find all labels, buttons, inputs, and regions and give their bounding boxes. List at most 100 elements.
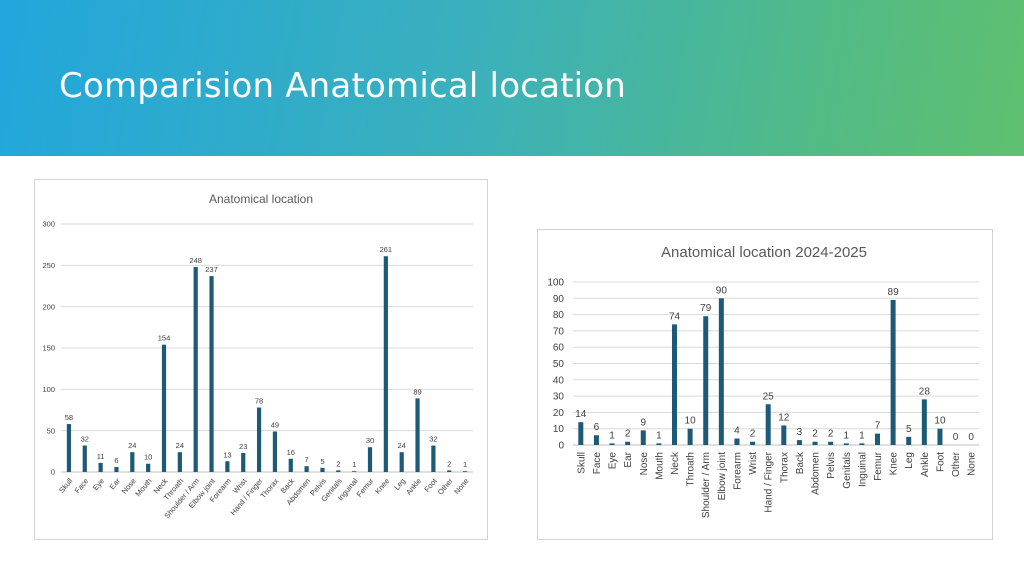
- bar: [765, 404, 771, 445]
- data-label: 2: [812, 429, 818, 440]
- bar: [367, 447, 373, 472]
- category-label: Hand / Finger: [764, 451, 775, 512]
- category-label: Abdomen: [811, 452, 822, 495]
- chart-title: Anatomical location: [209, 192, 313, 206]
- bar: [336, 470, 341, 472]
- data-label: 14: [575, 409, 587, 420]
- data-label: 154: [158, 334, 171, 343]
- y-tick-label: 50: [553, 359, 565, 370]
- bar: [859, 443, 865, 445]
- data-label: 10: [685, 416, 697, 427]
- category-label: Mouth: [133, 477, 153, 499]
- data-label: 2: [336, 459, 340, 468]
- y-tick-label: 20: [553, 408, 565, 419]
- bar: [890, 299, 896, 445]
- category-label: Skull: [57, 476, 75, 494]
- data-label: 24: [176, 441, 184, 450]
- bar: [843, 443, 849, 445]
- category-label: None: [967, 452, 978, 476]
- category-label: Back: [795, 451, 806, 474]
- bar: [703, 316, 709, 445]
- category-label: Knee: [889, 452, 900, 476]
- data-label: 9: [640, 417, 646, 428]
- y-tick-label: 90: [553, 294, 565, 305]
- data-label: 10: [144, 453, 152, 462]
- category-label: Inguinal: [857, 452, 868, 487]
- chart-anatomical-location-2024-2025: Anatomical location 2024-2025 0 10 20 30 40 50…: [537, 229, 993, 540]
- bar: [383, 256, 388, 472]
- chart-anatomical-location: Anatomical location 0 50 100 150 200 250 300 58 S…: [34, 179, 488, 540]
- bar: [921, 399, 927, 445]
- y-tick-label: 200: [42, 302, 55, 311]
- chart-title: Anatomical location 2024-2025: [661, 244, 867, 261]
- bar: [796, 440, 802, 445]
- category-label: Wrist: [748, 452, 759, 475]
- data-label: 25: [763, 391, 775, 402]
- bar: [718, 298, 724, 445]
- data-label: 49: [271, 420, 279, 429]
- category-label: Nose: [639, 452, 650, 476]
- category-label: Ankle: [404, 477, 423, 497]
- y-tick-label: 30: [553, 392, 565, 403]
- y-tick-label: 300: [42, 220, 55, 229]
- y-tick-label: 70: [553, 326, 565, 337]
- data-label: 7: [875, 421, 881, 432]
- bar: [875, 433, 880, 445]
- category-label: Neck: [670, 451, 681, 475]
- data-label: 0: [953, 432, 959, 443]
- data-label: 78: [255, 397, 263, 406]
- category-label: Throath: [686, 452, 697, 486]
- data-label: 6: [594, 422, 600, 433]
- category-label: Shoulder / Arm: [701, 452, 712, 518]
- data-label: 30: [366, 436, 374, 445]
- data-label: 6: [114, 456, 118, 465]
- bar: [82, 445, 87, 472]
- category-label: Femur: [355, 476, 376, 499]
- category-label: Foot: [935, 452, 946, 472]
- category-label: Mouth: [654, 452, 665, 480]
- bar: [352, 471, 357, 472]
- data-label: 16: [287, 448, 295, 457]
- category-label: Skull: [576, 452, 587, 474]
- data-label: 1: [843, 430, 849, 441]
- bar: [750, 441, 756, 445]
- bar: [225, 461, 230, 472]
- bar: [431, 445, 436, 472]
- bar: [625, 441, 631, 445]
- data-label: 2: [447, 459, 451, 468]
- y-tick-label: 40: [553, 375, 565, 386]
- category-label: Forearm: [732, 452, 743, 490]
- y-tick-label: 0: [51, 468, 55, 477]
- data-label: 3: [797, 427, 803, 438]
- data-label: 1: [656, 430, 662, 441]
- bar: [812, 441, 818, 445]
- data-label: 24: [128, 441, 136, 450]
- data-label: 32: [81, 435, 89, 444]
- bar: [98, 462, 103, 472]
- category-label: Elbow joint: [717, 452, 728, 501]
- bar: [593, 435, 599, 445]
- category-label: Other: [951, 451, 962, 477]
- bar: [828, 441, 834, 445]
- bar: [937, 428, 943, 445]
- data-label: 74: [669, 311, 681, 322]
- bar: [209, 276, 214, 472]
- bar: [256, 407, 262, 472]
- bar: [781, 425, 787, 445]
- chart-svg-anatomical-location-2024-2025: Anatomical location 2024-2025 0 10 20 30 40 50…: [547, 244, 979, 518]
- y-tick-label: 50: [47, 426, 55, 435]
- data-label: 1: [352, 460, 356, 469]
- data-label: 261: [380, 245, 393, 254]
- bar: [656, 443, 662, 445]
- bar: [114, 467, 119, 472]
- bar: [462, 471, 468, 472]
- data-label: 4: [734, 425, 740, 436]
- data-label: 11: [97, 452, 105, 461]
- y-tick-label: 100: [547, 278, 564, 289]
- bar: [399, 452, 404, 472]
- y-tick-label: 60: [553, 343, 565, 354]
- data-label: 10: [934, 416, 946, 427]
- data-label: 5: [906, 424, 912, 435]
- bar: [288, 458, 293, 472]
- data-label: 32: [429, 435, 437, 444]
